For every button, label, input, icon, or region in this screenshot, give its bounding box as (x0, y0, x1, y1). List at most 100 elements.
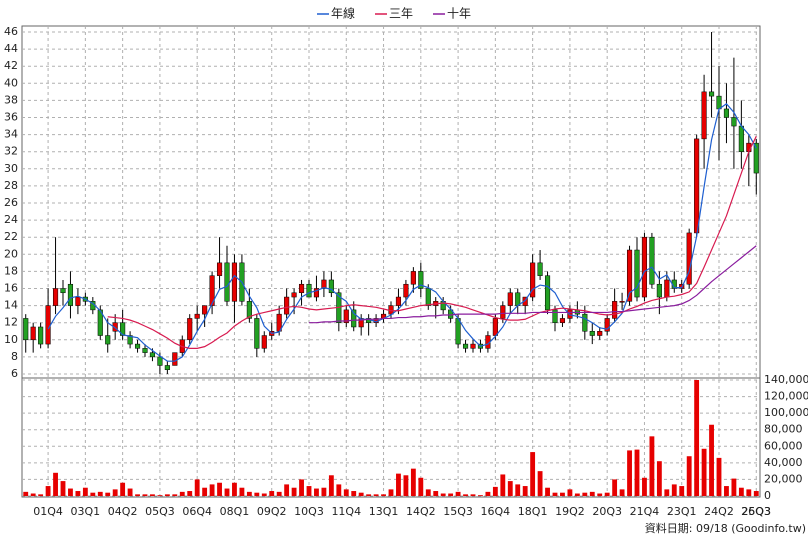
candle-body (172, 352, 178, 366)
plot-frame (21, 25, 761, 498)
volume-bar (656, 461, 662, 496)
volume-bar (701, 448, 707, 496)
x-tick-label: 23Q1 (667, 505, 697, 518)
candle-body (641, 236, 648, 298)
x-tick-label: 25Q3 (741, 505, 771, 518)
volume-bar (269, 491, 275, 496)
candle-body (254, 318, 260, 349)
candle-body (38, 326, 44, 345)
volume-bar (492, 486, 498, 496)
candle-body (134, 343, 141, 349)
candle-body (358, 318, 364, 328)
candle-body (30, 326, 36, 341)
volume-bar (567, 489, 573, 496)
volume-bar (105, 492, 111, 496)
volume-bar (142, 494, 148, 496)
volume-bar (649, 436, 655, 496)
volume-bar (634, 449, 640, 496)
volume-bar (433, 491, 439, 496)
y-tick-label: 18 (4, 264, 18, 277)
candle-body (723, 108, 730, 118)
volume-bar (440, 493, 446, 496)
x-tick-label: 06Q4 (182, 505, 212, 518)
candle-body (120, 322, 126, 336)
candle-body (559, 318, 566, 323)
volume-bar (112, 489, 118, 496)
candle-body (731, 117, 737, 127)
y2-tick-label: 20,000 (764, 472, 803, 485)
volume-bar (724, 486, 729, 496)
volume-bar (284, 484, 290, 496)
volume-bar (664, 489, 670, 496)
candle-body (649, 236, 655, 285)
y-tick-label: 10 (4, 333, 18, 346)
y2-tick-label: 140,000 (764, 373, 808, 386)
volume-bar (127, 488, 133, 496)
y-tick-label: 28 (4, 179, 18, 192)
candle-body (403, 283, 409, 298)
volume-bar (396, 473, 401, 496)
y2-tick-label: 40,000 (764, 456, 803, 469)
volume-bar (478, 495, 483, 496)
candle-body (216, 262, 223, 276)
volume-bar (314, 488, 319, 496)
volume-bar (30, 493, 36, 496)
volume-bar (388, 489, 394, 496)
candle-body (708, 91, 715, 97)
volume-bar (642, 477, 647, 496)
candle-body (351, 309, 357, 328)
candle-body (500, 305, 506, 319)
candle-body (418, 271, 424, 289)
ma-line (107, 136, 757, 349)
y-tick-label: 32 (4, 145, 18, 158)
y-tick-label: 34 (4, 128, 18, 141)
y-tick-label: 42 (4, 59, 18, 72)
y-tick-label: 20 (4, 247, 18, 260)
volume-bar (552, 492, 558, 496)
volume-bar (276, 491, 282, 496)
candle-body (328, 279, 334, 294)
candle-body (127, 335, 133, 345)
volume-bar (403, 475, 409, 496)
y-tick-label: 24 (4, 213, 18, 226)
candle-body (753, 142, 759, 174)
candle-body (626, 249, 633, 302)
candle-body (664, 279, 670, 298)
candle-body (522, 296, 528, 306)
volume-bar (60, 481, 66, 496)
volume-bar (38, 494, 44, 496)
volume-bar (686, 456, 692, 496)
volume-bar (194, 479, 200, 496)
candle-body (105, 335, 111, 345)
volume-bar (522, 486, 528, 496)
volume-bar (328, 475, 334, 496)
x-tick-label: 19Q2 (555, 505, 585, 518)
x-tick-label: 20Q3 (592, 505, 622, 518)
candle-body (604, 318, 610, 332)
candle-body (246, 301, 252, 319)
volume-bar (709, 424, 714, 496)
x-tick-label: 05Q3 (145, 505, 175, 518)
x-tick-label: 11Q4 (331, 505, 361, 518)
candle-body (202, 305, 208, 315)
candle-body (515, 292, 521, 306)
volume-bar (321, 487, 327, 496)
volume-bar (97, 491, 103, 496)
y2-tick-label: 60,000 (764, 439, 803, 452)
volume-bar (746, 489, 752, 496)
volume-bar (485, 491, 491, 496)
volume-bar (336, 484, 342, 496)
volume-bar (366, 494, 372, 496)
candle-body (261, 335, 267, 349)
volume-bar (731, 478, 737, 496)
volume-bar (299, 479, 304, 496)
y-tick-label: 22 (4, 230, 18, 243)
candle-body (149, 352, 156, 358)
legend-label: 年線 (331, 6, 355, 21)
volume-bar (135, 494, 140, 496)
candle-body (507, 292, 513, 306)
volume-bar (343, 489, 349, 496)
x-tick-label: 09Q2 (257, 505, 287, 518)
